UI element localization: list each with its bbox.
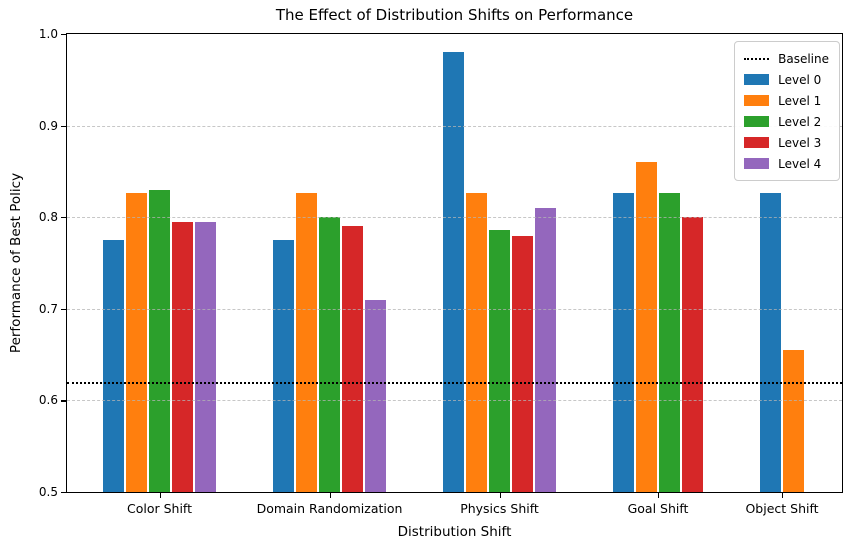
y-tick-mark <box>61 125 66 127</box>
y-tick-label-0.5: 0.5 <box>38 485 58 499</box>
legend-dotted-line-swatch <box>744 57 770 60</box>
plot-area: Baseline Level 0 Level 1 Level 2 Level 3 Leve… <box>66 33 843 493</box>
bar-level-0-color-shift <box>103 240 124 492</box>
y-tick-mark <box>61 400 66 402</box>
gridline-0.8 <box>67 217 842 219</box>
x-tick-label-color-shift: Color Shift <box>126 501 193 516</box>
x-axis-label: Distribution Shift <box>397 524 512 540</box>
legend-color-swatch <box>744 95 770 106</box>
legend-color-swatch <box>744 74 770 85</box>
y-tick-mark <box>61 492 66 494</box>
bar-level-3-color-shift <box>172 221 193 492</box>
bar-level-0-goal-shift <box>613 193 634 492</box>
chart-title: The Effect of Distribution Shifts on Per… <box>275 6 634 24</box>
legend-label: Level 1 <box>778 93 822 108</box>
bar-level-2-physics-shift <box>489 230 510 492</box>
y-axis-label: Performance of Best Policy <box>8 172 24 354</box>
bar-level-4-physics-shift <box>535 208 556 492</box>
x-tick-mark <box>159 493 161 498</box>
gridline-0.7 <box>67 308 842 310</box>
x-tick-mark <box>782 493 784 498</box>
legend-item-level-1: Level 1 <box>744 90 829 111</box>
bar-level-3-domain-randomization <box>342 226 363 492</box>
x-tick-mark <box>329 493 331 498</box>
y-tick-label-1.0: 1.0 <box>38 27 58 41</box>
bar-level-2-domain-randomization <box>319 217 340 492</box>
y-tick-mark <box>61 34 66 36</box>
bar-level-4-color-shift <box>195 221 216 492</box>
legend-item-baseline: Baseline <box>744 48 829 69</box>
legend: Baseline Level 0 Level 1 Level 2 Level 3 Leve… <box>734 41 840 181</box>
legend-color-swatch <box>744 137 770 148</box>
bar-level-0-physics-shift <box>443 52 464 492</box>
bar-level-1-color-shift <box>126 193 147 492</box>
bar-level-3-physics-shift <box>512 235 533 492</box>
bar-level-0-object-shift <box>760 193 781 492</box>
y-tick-label-0.6: 0.6 <box>38 393 58 408</box>
bar-level-1-object-shift <box>783 350 804 492</box>
bar-level-1-physics-shift <box>466 193 487 492</box>
legend-item-level-2: Level 2 <box>744 111 829 132</box>
legend-item-level-3: Level 3 <box>744 132 829 153</box>
baseline-line <box>67 382 842 385</box>
legend-label: Baseline <box>778 51 829 66</box>
gridline-0.6 <box>67 400 842 402</box>
legend-color-swatch <box>744 116 770 127</box>
y-tick-mark <box>61 308 66 310</box>
bar-level-0-domain-randomization <box>273 240 294 492</box>
x-tick-label-goal-shift: Goal Shift <box>627 501 689 516</box>
bar-level-2-color-shift <box>149 189 170 492</box>
x-tick-mark <box>499 493 501 498</box>
bar-level-1-goal-shift <box>636 162 657 492</box>
bar-level-3-goal-shift <box>682 217 703 492</box>
legend-item-level-0: Level 0 <box>744 69 829 90</box>
legend-color-swatch <box>744 158 770 169</box>
y-tick-label-0.8: 0.8 <box>38 210 58 225</box>
bar-level-4-domain-randomization <box>365 299 386 492</box>
bar-level-1-domain-randomization <box>296 193 317 492</box>
legend-label: Level 4 <box>778 156 822 171</box>
legend-item-level-4: Level 4 <box>744 153 829 174</box>
gridline-0.9 <box>67 125 842 127</box>
legend-label: Level 3 <box>778 135 822 150</box>
bar-level-2-goal-shift <box>659 193 680 492</box>
x-tick-label-object-shift: Object Shift <box>745 501 819 516</box>
y-tick-label-0.7: 0.7 <box>38 301 58 316</box>
legend-label: Level 2 <box>778 114 822 129</box>
x-tick-label-physics-shift: Physics Shift <box>460 501 539 516</box>
legend-label: Level 0 <box>778 72 822 87</box>
x-tick-label-domain-randomization: Domain Randomization <box>256 501 403 516</box>
x-tick-mark <box>658 493 660 498</box>
y-tick-label-0.9: 0.9 <box>38 118 58 133</box>
y-tick-mark <box>61 217 66 219</box>
